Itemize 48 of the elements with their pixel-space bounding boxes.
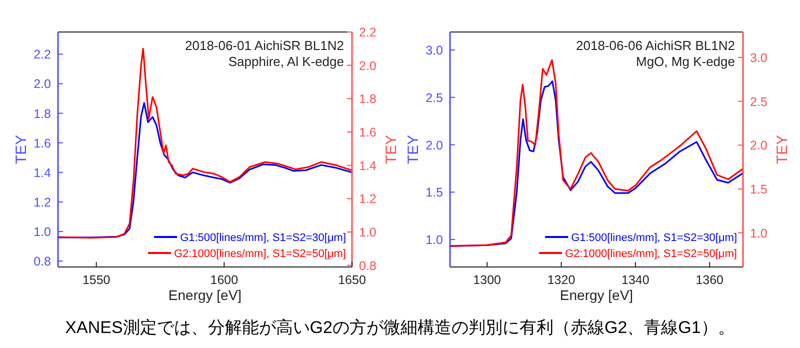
x-tick-label: 1340 xyxy=(622,273,650,287)
y-tick-label: 1.2 xyxy=(34,195,52,210)
x-axis-title: Energy [eV] xyxy=(168,287,242,303)
x-tick-label: 1360 xyxy=(696,273,724,287)
y-tick-label: 1.0 xyxy=(426,233,444,248)
y2-tick-label: 2.0 xyxy=(750,138,768,153)
y2-tick-label: 0.8 xyxy=(359,258,376,273)
y-tick-label: 1.8 xyxy=(34,106,52,121)
y-tick-label: 1.5 xyxy=(426,186,444,200)
y-tick-label: 1.4 xyxy=(34,166,52,180)
y2-tick-label: 1.8 xyxy=(359,92,376,106)
x-axis-title: Energy [eV] xyxy=(560,287,634,303)
y2-tick-label: 1.0 xyxy=(750,226,768,240)
y2-tick-label: 3.0 xyxy=(750,50,768,65)
x-tick-label: 1650 xyxy=(338,273,366,287)
y2-tick-label: 1.2 xyxy=(359,192,376,206)
legend-label: G1:500[lines/mm], S1=S2=30[μm] xyxy=(571,232,737,244)
y2-tick-label: 1.6 xyxy=(359,126,376,140)
y-tick-label: 3.0 xyxy=(426,44,444,58)
x-tick-label: 1550 xyxy=(82,273,110,287)
annotation: 2018-06-01 AichiSR BL1N2 xyxy=(185,38,344,53)
y2-tick-label: 1.4 xyxy=(359,158,376,173)
y-tick-label: 1.6 xyxy=(34,136,52,150)
y2-axis-title: TEY xyxy=(383,134,400,164)
y-tick-label: 2.0 xyxy=(426,138,444,152)
legend-label: G2:1000[lines/mm], S1=S2=50[μm] xyxy=(174,248,346,260)
y-axis-title: TEY xyxy=(405,134,422,164)
text: XANES測定では、分解能が高いG2の方が微細構造の判別に有利（赤線G2、青線G1）。 xyxy=(65,318,735,337)
x-tick-label: 1320 xyxy=(547,273,576,287)
y-tick-label: 2.5 xyxy=(426,90,444,105)
legend-label: G1:500[lines/mm], S1=S2=30[μm] xyxy=(180,232,346,244)
y-tick-label: 2.0 xyxy=(34,77,52,92)
annotation: 2018-06-06 AichiSR BL1N2 xyxy=(576,38,735,53)
legend-label: G2:1000[lines/mm], S1=S2=50[μm] xyxy=(564,248,737,260)
y-axis-title: TEY xyxy=(13,134,30,164)
y2-tick-label: 2.2 xyxy=(359,26,376,40)
x-tick-label: 1300 xyxy=(473,273,502,287)
annotation: MgO, Mg K-edge xyxy=(636,54,735,69)
annotation: Sapphire, Al K-edge xyxy=(228,54,344,69)
y-tick-label: 1.0 xyxy=(34,225,52,240)
y2-tick-label: 1.0 xyxy=(359,226,376,240)
y-tick-label: 0.8 xyxy=(34,254,52,269)
y-tick-label: 2.2 xyxy=(34,48,52,62)
y2-tick-label: 2.0 xyxy=(359,58,376,73)
y2-tick-label: 2.5 xyxy=(750,94,768,109)
y2-axis-title: TEY xyxy=(774,134,791,164)
y2-tick-label: 1.5 xyxy=(750,182,768,196)
x-tick-label: 1600 xyxy=(210,273,238,287)
